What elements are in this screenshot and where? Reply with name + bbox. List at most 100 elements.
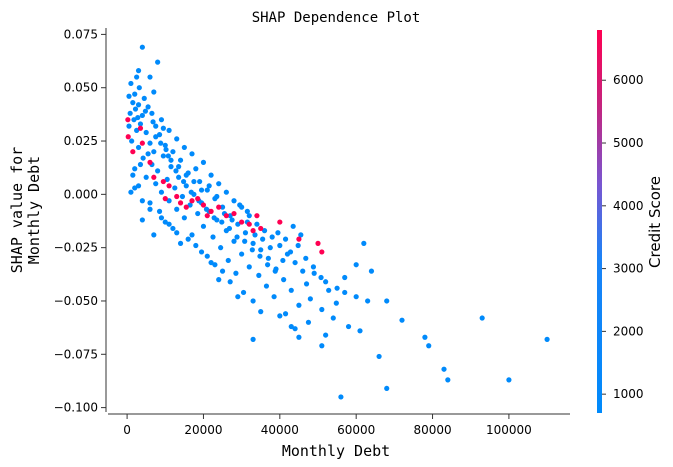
scatter-point-s1-23 bbox=[277, 219, 283, 225]
scatter-point-s0-35 bbox=[189, 151, 195, 157]
scatter-point-s0-204 bbox=[275, 230, 281, 236]
scatter-point-s0-110 bbox=[281, 277, 287, 283]
scatter-point-s0-218 bbox=[176, 164, 182, 170]
scatter-point-s0-139 bbox=[445, 377, 451, 383]
scatter-point-s0-175 bbox=[150, 119, 156, 125]
scatter-point-s0-0 bbox=[139, 44, 145, 50]
scatter-point-s1-6 bbox=[151, 174, 157, 180]
scatter-point-s0-32 bbox=[135, 144, 142, 151]
colorbar-tick-label-1: 2000 bbox=[613, 324, 644, 338]
scatter-point-s0-19 bbox=[158, 117, 165, 123]
scatter-point-s0-67 bbox=[187, 202, 193, 208]
scatter-point-s0-180 bbox=[188, 189, 194, 195]
y-tick-label-1: 0.050 bbox=[64, 81, 98, 95]
scatter-point-s0-85 bbox=[261, 228, 268, 234]
scatter-point-s0-135 bbox=[422, 334, 428, 340]
scatter-point-s1-21 bbox=[254, 213, 260, 219]
scatter-point-s0-80 bbox=[235, 221, 241, 227]
scatter-point-s1-7 bbox=[160, 178, 166, 185]
scatter-point-s0-97 bbox=[198, 249, 205, 255]
scatter-point-s0-44 bbox=[155, 168, 161, 174]
scatter-point-s0-190 bbox=[265, 262, 271, 268]
scatter-point-s0-145 bbox=[250, 336, 256, 342]
scatter-point-s1-28 bbox=[204, 213, 210, 219]
scatter-point-s0-1 bbox=[155, 59, 161, 65]
scatter-points bbox=[125, 44, 550, 400]
chart-title: SHAP Dependence Plot bbox=[252, 10, 421, 26]
scatter-point-s0-51 bbox=[216, 181, 222, 187]
scatter-point-s0-5 bbox=[128, 80, 134, 87]
scatter-point-s0-173 bbox=[135, 114, 141, 121]
x-tick-label-2: 40000 bbox=[261, 423, 299, 437]
scatter-point-s0-78 bbox=[139, 217, 145, 223]
scatter-point-s0-103 bbox=[292, 259, 298, 266]
scatter-point-s0-48 bbox=[143, 174, 149, 180]
scatter-point-s0-158 bbox=[212, 262, 218, 268]
scatter-point-s0-108 bbox=[256, 272, 262, 278]
scatter-point-s0-214 bbox=[214, 193, 220, 200]
scatter-point-s0-93 bbox=[177, 240, 184, 246]
scatter-point-s1-26 bbox=[319, 249, 325, 255]
scatter-point-s0-50 bbox=[197, 178, 203, 185]
scatter-point-s0-171 bbox=[153, 134, 159, 140]
y-tick-label-2: 0.025 bbox=[64, 134, 98, 148]
scatter-point-s0-198 bbox=[326, 287, 332, 293]
scatter-point-s0-66 bbox=[147, 200, 153, 206]
scatter-point-s1-2 bbox=[130, 149, 136, 155]
scatter-point-s0-7 bbox=[151, 89, 157, 95]
scatter-point-s0-88 bbox=[151, 232, 157, 238]
scatter-point-s0-15 bbox=[127, 110, 133, 116]
scatter-point-s0-136 bbox=[376, 353, 382, 360]
scatter-point-s0-92 bbox=[250, 240, 256, 246]
scatter-point-s0-166 bbox=[139, 198, 145, 204]
scatter-point-s0-133 bbox=[399, 317, 405, 323]
scatter-point-s0-4 bbox=[147, 74, 153, 80]
scatter-point-s0-201 bbox=[252, 232, 258, 238]
scatter-point-s0-216 bbox=[191, 178, 197, 185]
scatter-point-s0-153 bbox=[288, 323, 294, 330]
scatter-point-s0-98 bbox=[239, 251, 245, 257]
scatter-point-s0-112 bbox=[303, 281, 310, 287]
scatter-point-s1-16 bbox=[216, 204, 222, 210]
scatter-point-s0-24 bbox=[134, 127, 140, 133]
scatter-point-s0-26 bbox=[156, 132, 163, 138]
colorbar-label: Credit Score bbox=[646, 176, 664, 268]
scatter-point-s0-37 bbox=[140, 155, 146, 161]
scatter-point-s0-115 bbox=[288, 287, 294, 293]
scatter-point-s0-168 bbox=[130, 172, 136, 178]
scatter-point-s0-39 bbox=[200, 159, 207, 165]
scatter-point-s0-68 bbox=[219, 204, 226, 210]
scatter-point-s0-219 bbox=[163, 146, 169, 153]
x-tick-label-1: 20000 bbox=[184, 423, 222, 437]
scatter-point-s0-29 bbox=[147, 140, 153, 146]
scatter-point-s1-20 bbox=[246, 221, 252, 227]
scatter-point-s0-22 bbox=[153, 123, 159, 129]
scatter-point-s0-185 bbox=[226, 225, 233, 232]
scatter-point-s1-22 bbox=[258, 225, 264, 232]
scatter-point-s0-123 bbox=[353, 294, 359, 300]
scatter-point-s0-184 bbox=[219, 219, 225, 225]
scatter-point-s1-8 bbox=[166, 183, 172, 189]
scatter-point-s1-19 bbox=[239, 219, 245, 225]
scatter-point-s0-206 bbox=[290, 223, 296, 229]
colorbar-ticks: 1000 2000 3000 4000 5000 6000 bbox=[602, 73, 644, 401]
scatter-point-s0-117 bbox=[334, 285, 340, 291]
y-tick-label-3: 0.000 bbox=[64, 187, 98, 201]
scatter-point-s0-130 bbox=[292, 326, 298, 332]
scatter-point-s0-159 bbox=[204, 253, 210, 259]
scatter-point-s0-191 bbox=[272, 268, 278, 274]
scatter-point-s0-55 bbox=[172, 185, 178, 191]
scatter-point-s0-211 bbox=[244, 208, 250, 214]
scatter-point-s0-27 bbox=[174, 136, 180, 142]
scatter-point-s0-20 bbox=[137, 121, 144, 127]
scatter-point-s0-183 bbox=[211, 215, 217, 221]
scatter-point-s0-60 bbox=[128, 189, 134, 195]
scatter-point-s0-6 bbox=[136, 85, 142, 91]
scatter-point-s0-107 bbox=[233, 270, 239, 276]
scatter-point-s0-144 bbox=[338, 394, 344, 400]
scatter-point-s0-17 bbox=[139, 112, 145, 119]
scatter-point-s0-47 bbox=[176, 174, 182, 180]
scatter-point-s0-42 bbox=[193, 166, 199, 172]
scatter-point-s0-41 bbox=[168, 164, 174, 170]
scatter-point-s0-124 bbox=[319, 306, 325, 313]
